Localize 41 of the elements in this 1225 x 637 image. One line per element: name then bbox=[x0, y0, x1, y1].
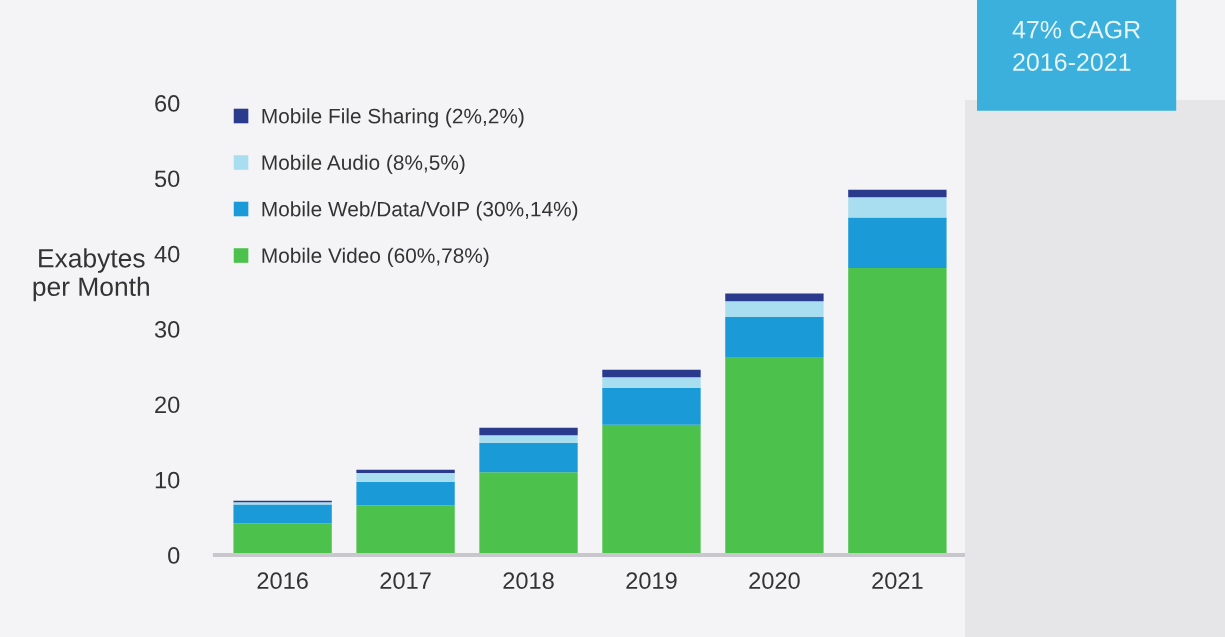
x-tick-label: 2017 bbox=[380, 572, 431, 590]
bar bbox=[848, 189, 947, 198]
bar bbox=[356, 505, 455, 555]
bar bbox=[848, 197, 947, 218]
bar bbox=[479, 442, 578, 473]
y-tick-label: 40 bbox=[154, 245, 180, 263]
bar bbox=[848, 267, 947, 555]
legend-label: Mobile Video (60%,78%) bbox=[262, 247, 489, 268]
bar bbox=[602, 424, 701, 555]
bar bbox=[233, 523, 332, 555]
x-tick-label: 2021 bbox=[872, 572, 923, 590]
bar bbox=[356, 472, 455, 482]
bar bbox=[848, 217, 947, 268]
y-tick-label: 50 bbox=[154, 170, 180, 188]
bar bbox=[725, 301, 824, 317]
bar bbox=[479, 472, 578, 555]
bar bbox=[356, 481, 455, 506]
bar bbox=[725, 357, 824, 555]
bar bbox=[602, 377, 701, 388]
legend-label: Mobile Audio (8%,5%) bbox=[262, 154, 465, 175]
x-tick-label: 2020 bbox=[749, 572, 800, 590]
bar bbox=[233, 504, 332, 524]
y-tick-label: 60 bbox=[155, 95, 180, 112]
x-tick-label: 2016 bbox=[257, 572, 308, 590]
legend-label: Mobile Web/Data/VoIP (30%,14%) bbox=[262, 201, 578, 221]
legend-label: Mobile File Sharing (2%,2%) bbox=[262, 108, 524, 128]
y-axis-title: Exabytes per Month bbox=[33, 248, 149, 302]
bar bbox=[479, 427, 578, 436]
bar bbox=[725, 293, 824, 302]
y-tick-label: 30 bbox=[154, 321, 180, 338]
bar bbox=[356, 469, 455, 473]
y-tick-label: 20 bbox=[155, 396, 180, 414]
y-tick-label: 10 bbox=[155, 471, 180, 489]
bar bbox=[602, 387, 701, 425]
bar bbox=[602, 369, 701, 378]
x-tick-label: 2019 bbox=[626, 572, 677, 590]
bar bbox=[725, 316, 824, 358]
bar bbox=[479, 435, 578, 443]
text: 47% CAGR 2016-2021 bbox=[1012, 20, 1141, 71]
y-tick-label: 0 bbox=[168, 547, 180, 564]
x-tick-label: 2018 bbox=[503, 572, 554, 590]
